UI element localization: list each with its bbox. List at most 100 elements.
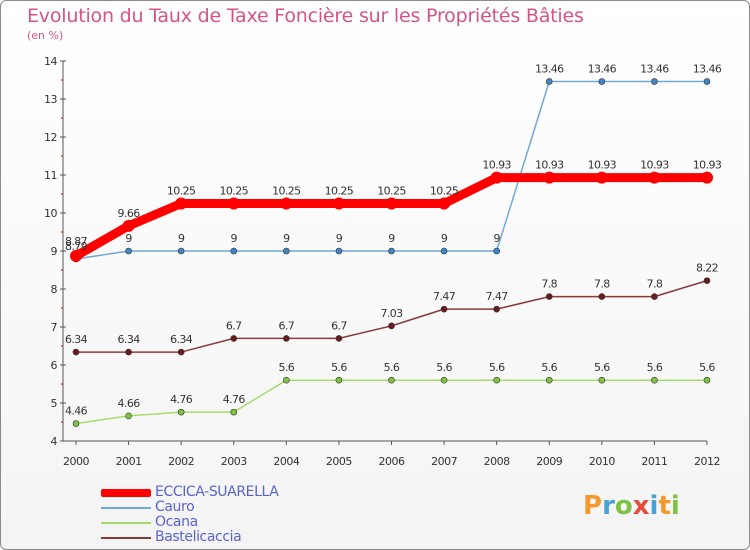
data-point — [227, 197, 240, 210]
logo-letter: P — [583, 491, 603, 521]
y-tick-label: 7 — [51, 321, 58, 334]
series-layer — [70, 78, 713, 427]
data-point — [438, 197, 451, 210]
data-point — [177, 348, 185, 356]
data-label: 10.93 — [535, 159, 564, 172]
data-label: 7.47 — [433, 290, 456, 303]
x-tick-label: 2004 — [273, 455, 299, 468]
data-point — [125, 412, 132, 420]
data-point — [125, 348, 132, 356]
data-point — [703, 277, 711, 284]
data-point — [493, 247, 500, 255]
x-tick-label: 2008 — [484, 455, 510, 468]
data-point — [388, 247, 395, 255]
data-point — [122, 219, 135, 232]
data-label: 5.6 — [647, 361, 663, 374]
data-label: 9 — [125, 232, 132, 245]
data-point — [385, 197, 398, 210]
data-label: 9 — [441, 232, 448, 245]
x-tick-label: 2012 — [694, 455, 720, 468]
data-label: 13.46 — [588, 63, 617, 76]
legend-label: Bastelicaccia — [155, 529, 242, 545]
data-label: 4.66 — [118, 397, 141, 410]
data-label: 7.47 — [486, 290, 509, 303]
data-point — [598, 376, 606, 384]
data-label: 4.76 — [170, 393, 193, 406]
data-point — [175, 197, 188, 210]
data-point — [283, 247, 290, 255]
data-label: 10.25 — [430, 185, 459, 198]
data-label: 10.25 — [325, 185, 354, 198]
data-label: 9 — [388, 232, 395, 245]
x-tick-label: 2005 — [326, 455, 352, 468]
chart-axes: 4 5 6 7 8 9 10 11 12 13 14 2000 2001 2002 2003 2004 2005… — [44, 55, 721, 468]
x-tick-label: 2009 — [536, 455, 562, 468]
data-label: 9 — [283, 232, 290, 245]
chart-title: Evolution du Taux de Taxe Foncière sur l… — [27, 5, 584, 27]
data-point — [440, 305, 448, 313]
x-tick-label: 2002 — [168, 455, 194, 468]
chart-subtitle: (en %) — [27, 29, 64, 42]
data-label: 5.6 — [489, 361, 505, 374]
data-point — [335, 247, 343, 255]
legend-swatch — [101, 537, 151, 539]
logo-letter: t — [658, 491, 671, 521]
data-label: 10.93 — [588, 159, 617, 172]
y-tick-label: 5 — [51, 397, 58, 410]
y-tick-label: 6 — [51, 359, 58, 372]
data-point — [332, 197, 345, 210]
data-label: 10.25 — [220, 185, 249, 198]
data-label: 5.6 — [541, 361, 557, 374]
data-point — [283, 376, 290, 384]
data-label: 10.93 — [482, 159, 511, 172]
logo-letter: o — [614, 491, 633, 521]
y-tick-label: 14 — [44, 55, 57, 68]
data-label: 13.46 — [535, 63, 564, 76]
data-label: 13.46 — [693, 63, 722, 76]
data-label: 4.76 — [223, 393, 246, 406]
data-point — [545, 293, 553, 300]
data-point — [125, 247, 132, 255]
x-tick-label: 2000 — [63, 455, 89, 468]
data-label: 7.8 — [594, 278, 610, 291]
legend-label: ECCICA-SUARELLA — [155, 484, 279, 500]
data-point — [230, 335, 238, 342]
data-point — [598, 78, 606, 85]
data-point — [230, 247, 238, 255]
data-point — [177, 247, 185, 255]
data-label: 10.25 — [272, 185, 301, 198]
data-labels-layer: 8.87 9.66 10.25 10.25 10.25 10.25 10.25 10.25 10… — [65, 63, 722, 418]
x-tick-label: 2010 — [589, 455, 615, 468]
legend-swatch — [101, 522, 151, 524]
logo-letter: i — [670, 491, 680, 521]
data-point — [440, 376, 448, 384]
data-point — [335, 376, 343, 384]
data-label: 9 — [493, 232, 500, 245]
data-point — [335, 335, 343, 342]
data-point — [280, 197, 293, 210]
data-point — [440, 247, 448, 255]
data-label: 5.6 — [331, 361, 347, 374]
data-point — [651, 293, 658, 300]
legend-label: Ocana — [155, 514, 198, 530]
legend-swatch — [101, 489, 151, 497]
data-label: 8.79 — [65, 240, 88, 253]
data-point — [703, 78, 711, 85]
data-point — [72, 348, 80, 356]
legend-swatch — [101, 507, 151, 509]
data-label: 5.6 — [436, 361, 452, 374]
proxiti-logo: Proxiti — [583, 491, 680, 521]
y-tick-label: 13 — [44, 93, 57, 106]
data-point — [701, 171, 713, 184]
data-point — [651, 78, 658, 85]
data-label: 9 — [336, 232, 343, 245]
data-point — [493, 376, 500, 384]
data-point — [283, 335, 290, 342]
data-point — [545, 376, 553, 384]
y-tick-label: 10 — [44, 207, 57, 220]
data-point — [388, 322, 395, 330]
data-point — [703, 376, 711, 384]
data-label: 13.46 — [640, 63, 669, 76]
y-tick-label: 12 — [44, 131, 57, 144]
